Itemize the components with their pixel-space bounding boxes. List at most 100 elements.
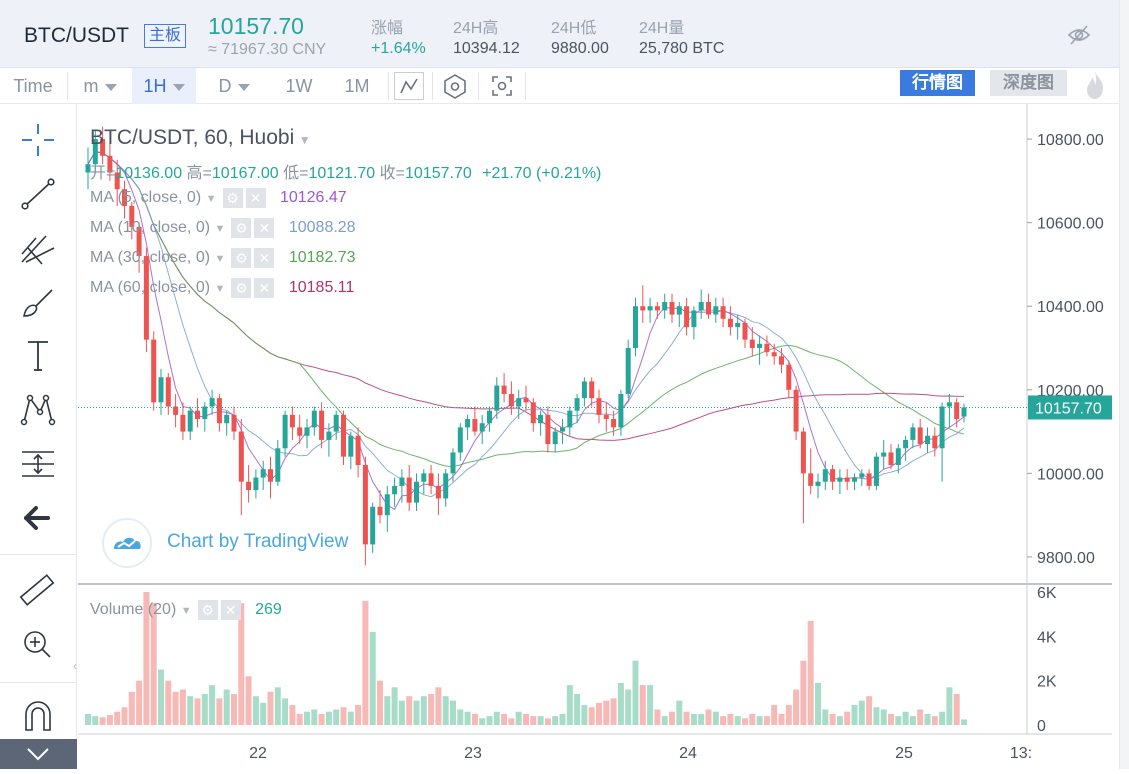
time-tick-label: 23 [464,745,482,762]
candle-body [114,172,120,190]
volume-bar [136,680,143,725]
gear-icon[interactable]: ⚙ [222,188,243,208]
ma60-legend: MA (60, close, 0) ▼ ⚙ ✕ 10185.11 [90,278,354,298]
volume-bar [209,685,216,725]
week-button[interactable]: 1W [285,76,313,96]
volume-bar [523,713,529,725]
volume-bar [778,713,785,725]
ma30-value: 10182.73 [288,249,356,267]
zoom-in-icon[interactable] [16,625,60,665]
close-icon[interactable]: ✕ [220,600,241,620]
pattern-icon[interactable] [16,390,60,430]
candle-body [341,414,346,457]
pitchfork-icon[interactable] [16,228,60,268]
gear-icon[interactable]: ⚙ [231,248,252,268]
ruler-icon[interactable] [16,571,60,611]
candle-body [946,402,952,407]
candle-body [954,402,960,420]
candle-body [195,410,200,420]
volume-bar [873,707,880,725]
hide-eye-icon[interactable] [1066,22,1092,53]
watermark-text[interactable]: Chart by TradingView [167,531,349,552]
stat-low: 24H低 9880.00 [551,14,609,58]
candle-body [676,306,682,315]
tab-depth-chart[interactable]: 深度图 [990,70,1067,96]
close-label: 收= [379,165,405,182]
indicators-hex-icon[interactable] [440,72,470,100]
gear-icon[interactable]: ⚙ [231,278,252,298]
brush-icon[interactable] [16,282,60,322]
candle-body [508,393,514,407]
candle-body [92,139,98,165]
divider [525,72,526,100]
volume-bar [836,716,843,725]
magnet-icon[interactable] [16,696,60,736]
volume-bar [377,680,383,725]
gear-icon[interactable]: ⚙ [197,600,218,620]
chevron-down-icon[interactable]: ▼ [205,193,217,206]
chevron-down-icon[interactable]: ▼ [298,133,311,147]
volume-bar [325,711,332,725]
candle-body [581,381,587,399]
page-scrollbar[interactable] [1119,0,1129,769]
candle-body [333,414,339,432]
trend-line-icon[interactable] [16,174,60,214]
screenshot-icon[interactable] [487,72,517,100]
divider [67,72,68,100]
ma10-legend: MA (10, close, 0) ▼ ⚙ ✕ 10088.28 [90,218,356,238]
chart-type-button[interactable] [394,72,424,100]
time-button[interactable]: Time [13,76,53,96]
close-icon[interactable]: ✕ [245,188,266,208]
minute-dropdown[interactable]: m [70,68,130,104]
candle-body [574,398,580,411]
prediction-icon[interactable] [16,444,60,484]
chevron-down-icon[interactable]: ▼ [214,223,226,236]
volume-bar [493,711,500,725]
volume-bar [822,709,829,725]
volume-bar [851,705,858,725]
close-value: 10157.70 [405,165,472,182]
candle-body [479,423,485,432]
chevron-left-icon[interactable]: ‹ [73,659,77,673]
volume-bar [866,696,873,725]
day-dropdown[interactable]: D [204,68,264,104]
candle-body [625,348,631,394]
candle-body [873,456,879,486]
hour-dropdown[interactable]: 1H [132,68,196,104]
ma30-label: MA (30, close, 0) [90,249,211,267]
price-chart[interactable]: 10800.00 10600.00 10400.00 10200.00 10000.00… [73,104,1119,769]
tab-trade-chart[interactable]: 行情图 [900,70,975,96]
divider [388,72,389,100]
gear-icon[interactable]: ⚙ [231,218,252,238]
candle-body [100,139,106,156]
chart-canvas[interactable]: 10800.0010600.0010400.0010200.0010000.00… [78,104,1119,769]
volume-bar [355,705,362,725]
chevron-down-icon[interactable]: ▼ [214,253,226,266]
minute-label: m [83,76,99,96]
text-tool-icon[interactable] [16,336,60,376]
close-icon[interactable]: ✕ [254,218,275,238]
stat-change-label: 涨幅 [371,20,404,37]
volume-bar [114,711,121,725]
crosshair-icon[interactable] [16,120,60,160]
close-icon[interactable]: ✕ [254,248,275,268]
time-tick-label: 13: [1010,745,1032,762]
candle-body [246,481,252,491]
back-arrow-icon[interactable] [16,498,60,538]
chevron-down-icon[interactable]: ▼ [214,283,226,296]
candle-body [684,306,690,328]
volume-bar [442,696,449,725]
volume-bar [106,715,113,725]
close-icon[interactable]: ✕ [254,278,275,298]
pair-name: BTC/USDT [24,24,129,47]
flame-icon[interactable] [1083,69,1107,106]
chevron-down-icon[interactable]: ▼ [180,605,192,618]
volume-bar [530,716,537,725]
volume-bar [690,713,697,725]
month-button[interactable]: 1M [344,76,370,96]
volume-bar [895,716,902,725]
volume-bar [939,711,946,725]
volume-bar [179,689,186,725]
volume-bar [552,716,559,725]
collapse-toolbar-button[interactable] [0,739,77,769]
